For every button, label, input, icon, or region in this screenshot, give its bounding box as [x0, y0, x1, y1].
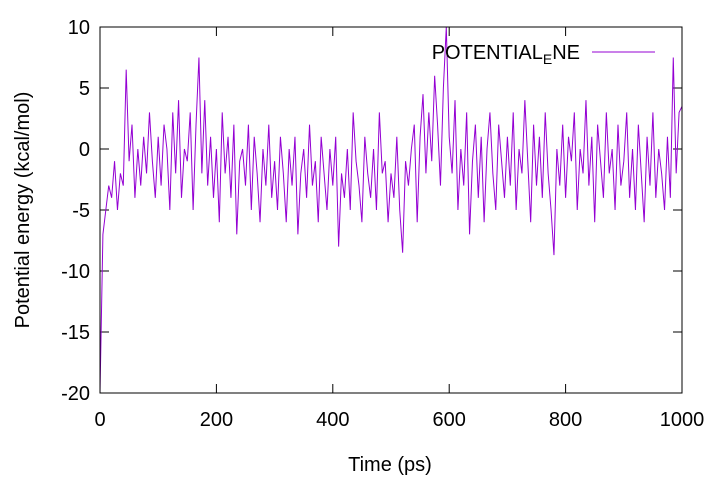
y-tick-label: -10 [61, 261, 90, 283]
y-tick-label: 10 [68, 17, 90, 39]
x-tick-label: 200 [200, 409, 233, 431]
x-tick-label: 600 [433, 409, 466, 431]
y-tick-label: -20 [61, 383, 90, 405]
x-tick-label: 800 [549, 409, 582, 431]
y-axis-label: Potential energy (kcal/mol) [12, 92, 34, 329]
y-tick-label: -15 [61, 322, 90, 344]
y-tick-label: -5 [72, 200, 90, 222]
legend-text: NE [552, 42, 580, 64]
legend-text: POTENTIAL [432, 42, 543, 64]
data-line [99, 26, 683, 394]
y-tick-label: 0 [79, 139, 90, 161]
plot-frame [99, 26, 683, 394]
y-tick-label: 5 [79, 78, 90, 100]
x-tick-label: 0 [94, 409, 105, 431]
x-tick-label: 1000 [660, 409, 705, 431]
legend-subscript: E [543, 51, 552, 67]
x-tick-label: 400 [316, 409, 349, 431]
legend-label: POTENTIALENE [432, 42, 580, 67]
x-axis-label: Time (ps) [348, 454, 432, 476]
